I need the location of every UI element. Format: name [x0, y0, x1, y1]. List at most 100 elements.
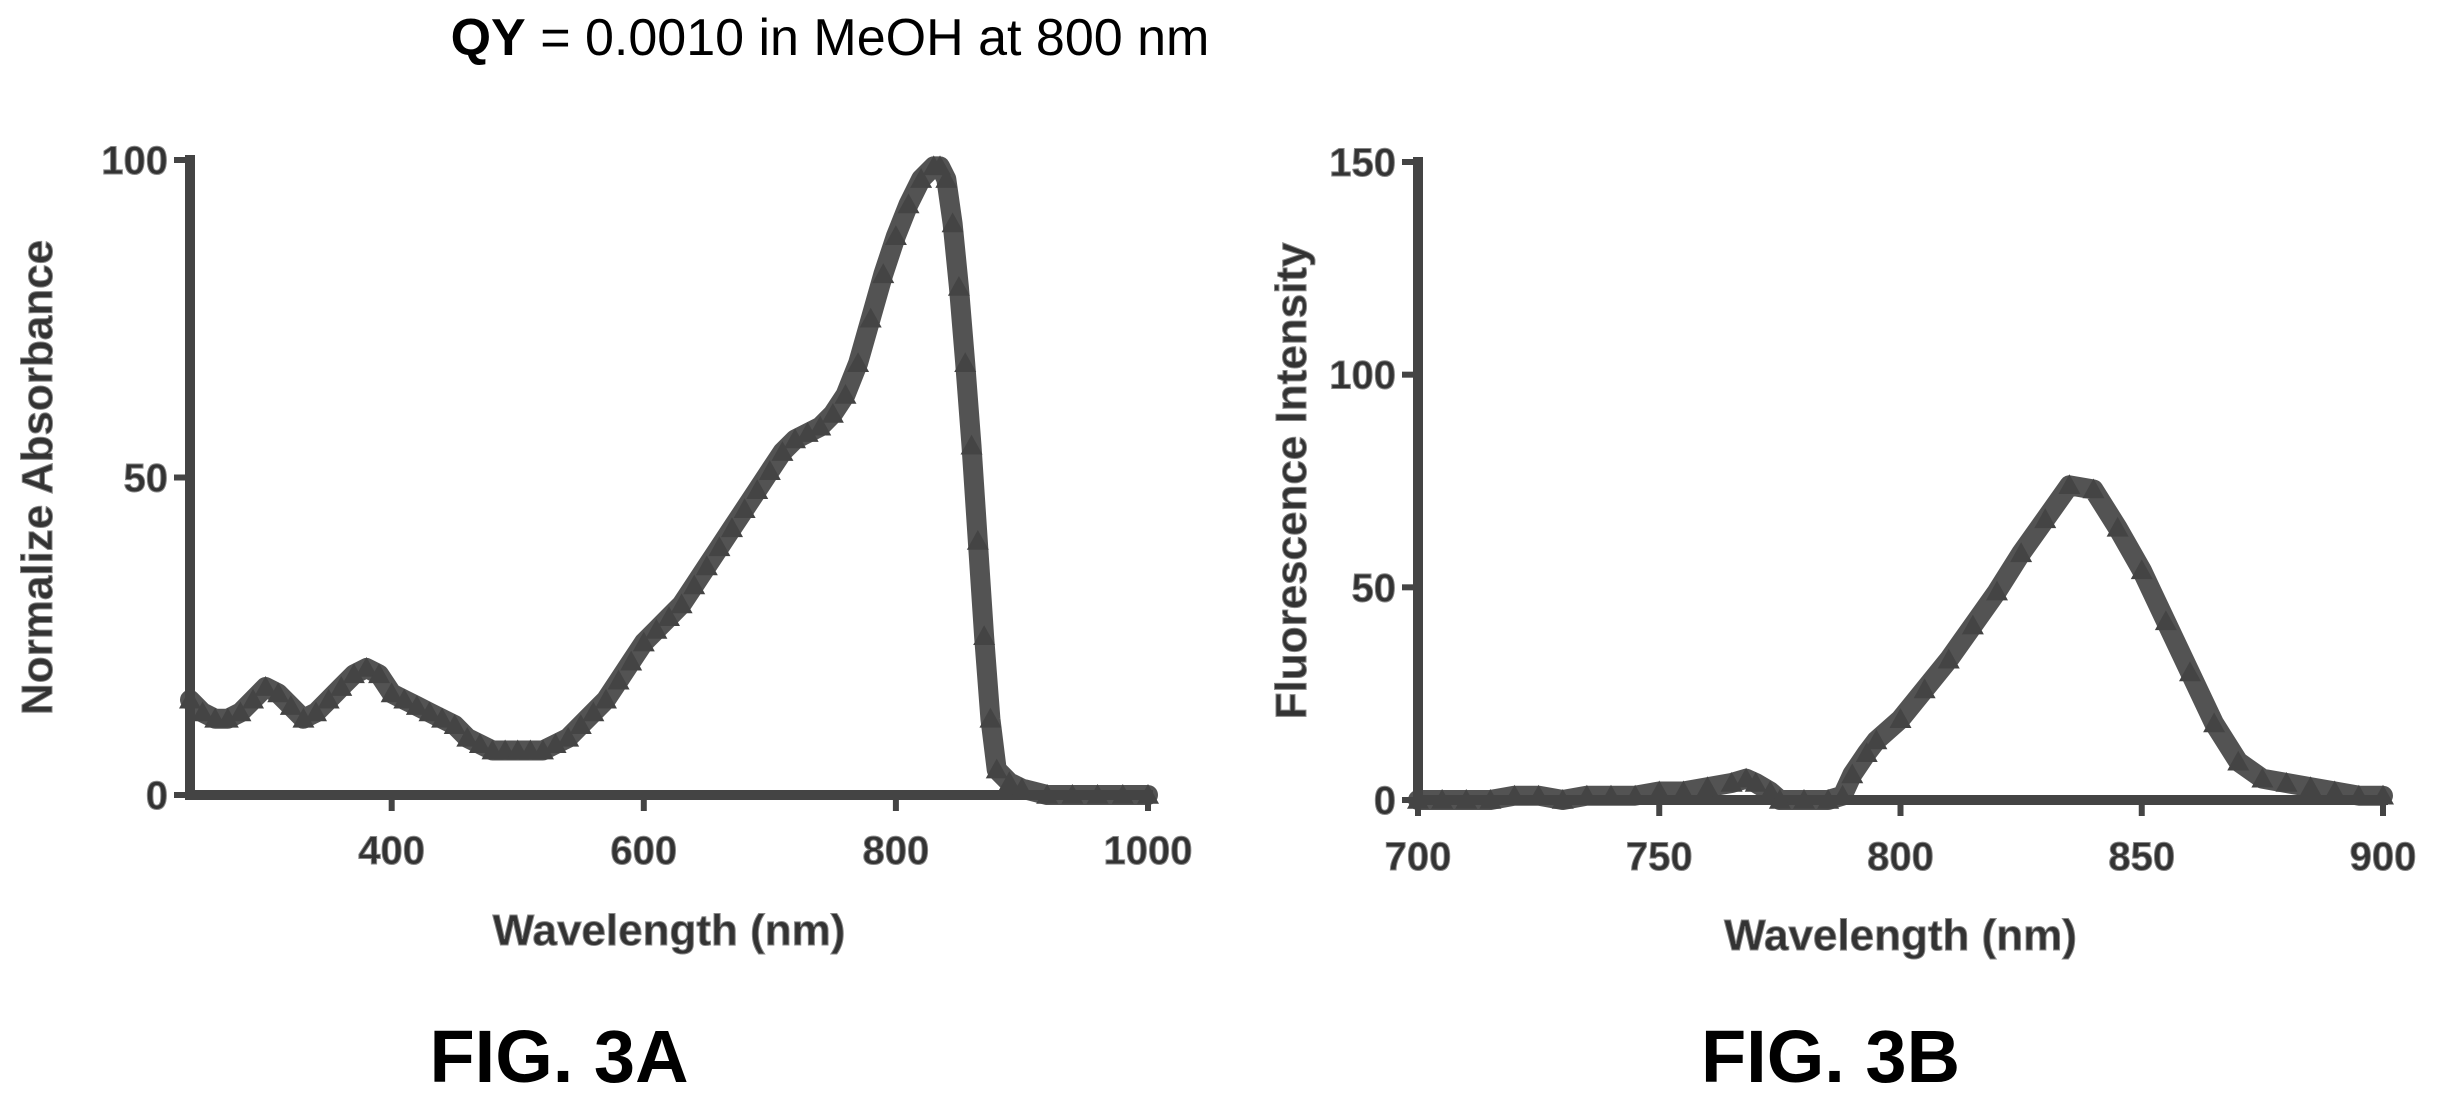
panel-a-x-tick-label: 1000	[1104, 829, 1193, 873]
panel-a-data-point	[941, 212, 964, 233]
panel-b-data-point	[1624, 784, 1647, 805]
panel-b-data-point	[1672, 780, 1695, 801]
panel-b-data-point	[2179, 661, 2201, 682]
panel-a-data-point	[1036, 784, 1059, 804]
panel-a-data-point	[1086, 784, 1109, 804]
panel-b-data-point	[1986, 580, 2008, 601]
panel-b-data-point	[2227, 750, 2250, 771]
panel-b-data-point	[2082, 478, 2105, 499]
panel-b-data-point	[2299, 776, 2322, 797]
panel-b-data-point	[2154, 610, 2177, 631]
panel-a-data-point	[267, 682, 290, 703]
panel-a-data-point	[966, 530, 989, 550]
panel-a-data-point	[456, 726, 479, 747]
panel-a-data-point	[305, 701, 328, 722]
panel-b-data-point	[1455, 789, 1478, 809]
panel-a-data-point	[897, 193, 920, 214]
panel-a-data-point	[847, 352, 870, 372]
panel-a-data-point	[380, 682, 403, 703]
panel-a-y-tick-label: 50	[124, 457, 169, 501]
panel-b-data-point	[2251, 767, 2274, 788]
panel-a-data-point	[632, 631, 655, 652]
panel-a-data-point	[708, 536, 731, 557]
panel-b-data-point	[1961, 614, 1984, 635]
panel-b-data-point	[2203, 712, 2226, 733]
panel-b-data-point	[1696, 776, 1719, 797]
panel-a-data-point	[758, 460, 781, 480]
panel-a-data-point	[242, 688, 265, 709]
panel-a-data-point	[979, 707, 1002, 728]
panel-a-data-point	[645, 618, 668, 639]
panel-b-data-point	[2372, 784, 2394, 805]
panel-a-data-point	[569, 714, 592, 734]
panel-b-plot: 700 750 800 850 900 0 50 100 150 Wavelength (nm) F…	[1267, 141, 2417, 1098]
figure-title-rest: = 0.0010 in MeOH at 800 nm	[525, 9, 1210, 67]
panel-a-data-point	[620, 650, 643, 671]
panel-b-x-tick-label: 900	[2350, 835, 2417, 879]
panel-a-data-point	[431, 707, 454, 728]
panel-a-data-point	[216, 707, 239, 728]
panel-a-data-point	[935, 168, 958, 188]
panel-b-data-point	[1793, 789, 1815, 809]
panel-b-data-point	[1479, 789, 1502, 809]
panel-a-data-point	[985, 758, 1008, 779]
panel-a-data-point	[884, 225, 907, 245]
panel-a-data-point	[733, 498, 756, 519]
panel-b-data-point	[1855, 742, 1878, 763]
panel-b-data-point	[2058, 474, 2081, 495]
panel-a-chart: 400 600 800 1000 0 50 100 Wavelength (nm) Normal…	[13, 139, 1193, 1098]
panel-a-data-point	[179, 688, 201, 709]
panel-b-data-point	[1648, 780, 1671, 801]
panel-b-data-point	[1865, 729, 1888, 750]
panel-b-x-tick-label: 700	[1385, 835, 1452, 879]
panel-a-data-point	[355, 657, 378, 677]
panel-a-y-axis-label: Normalize Absorbance	[13, 240, 62, 715]
panel-b-x-tick-label: 850	[2108, 835, 2175, 879]
panel-a-x-tick-label: 800	[863, 829, 930, 873]
panel-b-y-tick-label: 150	[1329, 141, 1396, 185]
panel-b-data-point	[1551, 789, 1574, 809]
panel-a-plot: 400 600 800 1000 0 50 100 Wavelength (nm) Normal…	[13, 139, 1193, 1098]
panel-a-data-point	[973, 625, 996, 646]
panel-b-data-point	[1407, 789, 1429, 809]
panel-b-data-point	[1768, 789, 1791, 809]
panel-a-data-point	[796, 422, 819, 442]
panel-a-data-point	[292, 707, 315, 728]
panel-a-data-point	[594, 688, 617, 709]
panel-a-data-point	[1111, 784, 1134, 804]
figure-title: QY = 0.0010 in MeOH at 800 nm	[0, 8, 1660, 68]
figure-title-bold: QY	[450, 9, 526, 67]
panel-a-data-point	[954, 352, 977, 372]
panel-a-data-point	[468, 733, 491, 753]
panel-b-chart: 700 750 800 850 900 0 50 100 150 Wavelength (nm) F…	[1267, 141, 2417, 1098]
panel-a-data-point	[821, 403, 844, 423]
panel-a-data-point	[960, 434, 983, 455]
panel-a-data-point	[809, 415, 832, 436]
panel-a-data-point	[910, 168, 933, 188]
panel-b-data-point	[2323, 780, 2346, 801]
panel-b-data-point	[1503, 784, 1526, 805]
panel-a-data-point	[998, 771, 1021, 792]
panel-b-data-point	[1913, 678, 1936, 699]
panel-a-data-point	[254, 676, 277, 696]
panel-a-data-point	[557, 726, 580, 747]
panel-a-data-point	[872, 263, 895, 284]
panel-a-data-point	[746, 479, 769, 499]
panel-a-data-point	[443, 714, 466, 734]
panel-b-data-point	[2034, 508, 2057, 529]
panel-b-y-tick-label: 50	[1352, 566, 1397, 610]
panel-a-data-point	[834, 383, 857, 404]
panel-a-data-point	[683, 574, 706, 595]
panel-a-data-point	[330, 676, 353, 696]
panel-b-y-tick-label: 0	[1374, 779, 1396, 823]
panel-a-data-point	[544, 733, 567, 753]
panel-a-data-point	[405, 695, 428, 715]
panel-b-data-point	[1937, 648, 1960, 669]
panel-b-figure-label: FIG. 3B	[1701, 1015, 1960, 1098]
panel-a-data-point	[342, 663, 365, 684]
panel-a-data-point	[1137, 784, 1159, 804]
panel-b-data-point	[1600, 784, 1622, 805]
panel-b-x-tick-label: 750	[1626, 835, 1693, 879]
panel-a-data-point	[229, 701, 252, 722]
panel-b-data-point	[1759, 780, 1782, 801]
